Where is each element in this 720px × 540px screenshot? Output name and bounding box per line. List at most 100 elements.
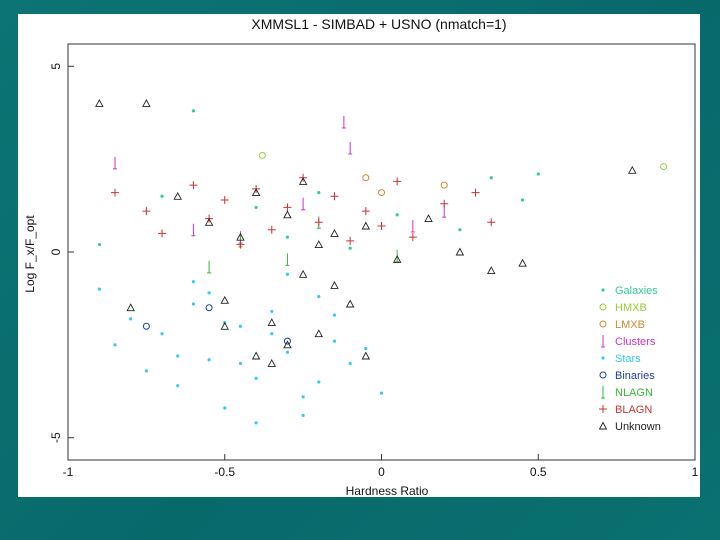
point-unknown [361,221,371,230]
point-hmxb [258,151,266,159]
point-clusters [301,197,306,211]
legend-label-nlagn: NLAGN [615,387,653,399]
point-unknown [345,299,355,308]
point-unknown [220,295,230,304]
point-clusters [191,223,196,237]
point-stars [207,291,211,295]
point-unknown [486,266,496,275]
point-stars [270,309,274,314]
point-galaxies [520,198,525,202]
point-galaxies [254,205,258,210]
legend-marker-galaxies [601,288,605,292]
point-galaxies [97,242,101,247]
point-unknown [392,254,402,263]
point-blagn [314,218,323,227]
point-stars [97,287,101,291]
point-blagn [236,240,245,249]
point-binaries [142,322,150,330]
point-stars [270,332,274,336]
point-stars [129,317,133,321]
point-clusters [410,220,415,233]
legend-label-unknown: Unknown [615,421,661,433]
point-unknown [330,228,339,237]
point-lmxb [362,174,370,182]
y-axis-label-text: Log F_x/F_opt [23,215,37,293]
point-stars [254,376,258,380]
point-binaries [283,337,291,345]
point-stars [285,350,290,354]
x-ticks: -1 -0.5 0 0.5 1 [63,454,699,479]
point-lmxb [378,189,385,197]
point-lmxb [440,181,448,189]
legend-marker-nlagn [601,386,605,399]
point-stars [238,361,243,366]
point-stars [191,302,195,306]
point-unknown [361,351,371,360]
point-stars [144,369,148,373]
point-blagn [440,199,449,208]
point-stars [285,272,290,276]
point-hmxb [660,163,668,171]
point-galaxies [348,246,352,250]
point-unknown [455,247,465,256]
point-unknown [267,318,277,327]
point-blagn [393,177,402,186]
point-stars [176,384,180,388]
point-galaxies [191,109,195,113]
legend: Galaxies HMXB LMXB Clusters Stars Binaries NLA… [598,285,661,433]
point-blagn [330,192,339,201]
point-blagn [220,196,229,204]
point-stars [207,358,211,362]
point-nlagn [285,253,290,266]
point-unknown [173,191,182,200]
point-stars [254,421,258,425]
point-unknown [518,258,527,267]
y-tick-label: -5 [49,432,63,443]
point-stars [317,380,321,384]
chart-title: XMMSL1 - SIMBAD + USNO (nmatch=1) [251,16,506,32]
point-blagn [361,207,370,216]
scatter-chart: XMMSL1 - SIMBAD + USNO (nmatch=1) Hardne… [23,16,699,497]
legend-marker-stars [601,356,605,360]
legend-marker-blagn [599,405,607,413]
point-unknown [283,340,292,349]
point-blagn [408,233,417,242]
point-unknown [628,165,637,174]
legend-label-lmxb: LMXB [615,319,645,331]
point-unknown [142,98,151,107]
point-galaxies [458,228,462,232]
point-stars [379,391,384,395]
point-blagn [471,188,480,197]
point-nlagn [207,260,212,274]
point-stars [160,332,164,336]
point-stars [238,324,243,328]
point-stars [191,280,195,284]
point-blagn [142,207,151,216]
point-unknown [330,280,339,289]
x-tick-label: 1 [692,465,699,479]
legend-marker-binaries [599,371,607,379]
point-unknown [204,217,214,226]
point-stars [348,361,352,366]
chart-panel: XMMSL1 - SIMBAD + USNO (nmatch=1) Hardne… [18,14,700,497]
point-unknown [236,232,245,241]
legend-marker-lmxb [599,320,607,328]
point-stars [301,413,305,418]
x-axis-label: Hardness Ratio [346,484,429,497]
point-unknown [314,329,324,338]
y-tick-label: 5 [49,63,63,70]
point-binaries [205,304,213,312]
legend-label-blagn: BLAGN [615,404,652,416]
point-galaxies [285,235,290,239]
point-galaxies [489,176,493,180]
point-stars [223,406,227,410]
point-unknown [251,351,261,360]
point-stars [332,339,337,343]
point-stars [332,313,337,317]
point-unknown [298,176,308,185]
x-tick-label: 0.5 [530,465,547,479]
point-stars [301,395,305,399]
point-unknown [298,269,308,278]
x-tick-label: 0 [378,465,385,479]
point-stars [317,294,321,299]
